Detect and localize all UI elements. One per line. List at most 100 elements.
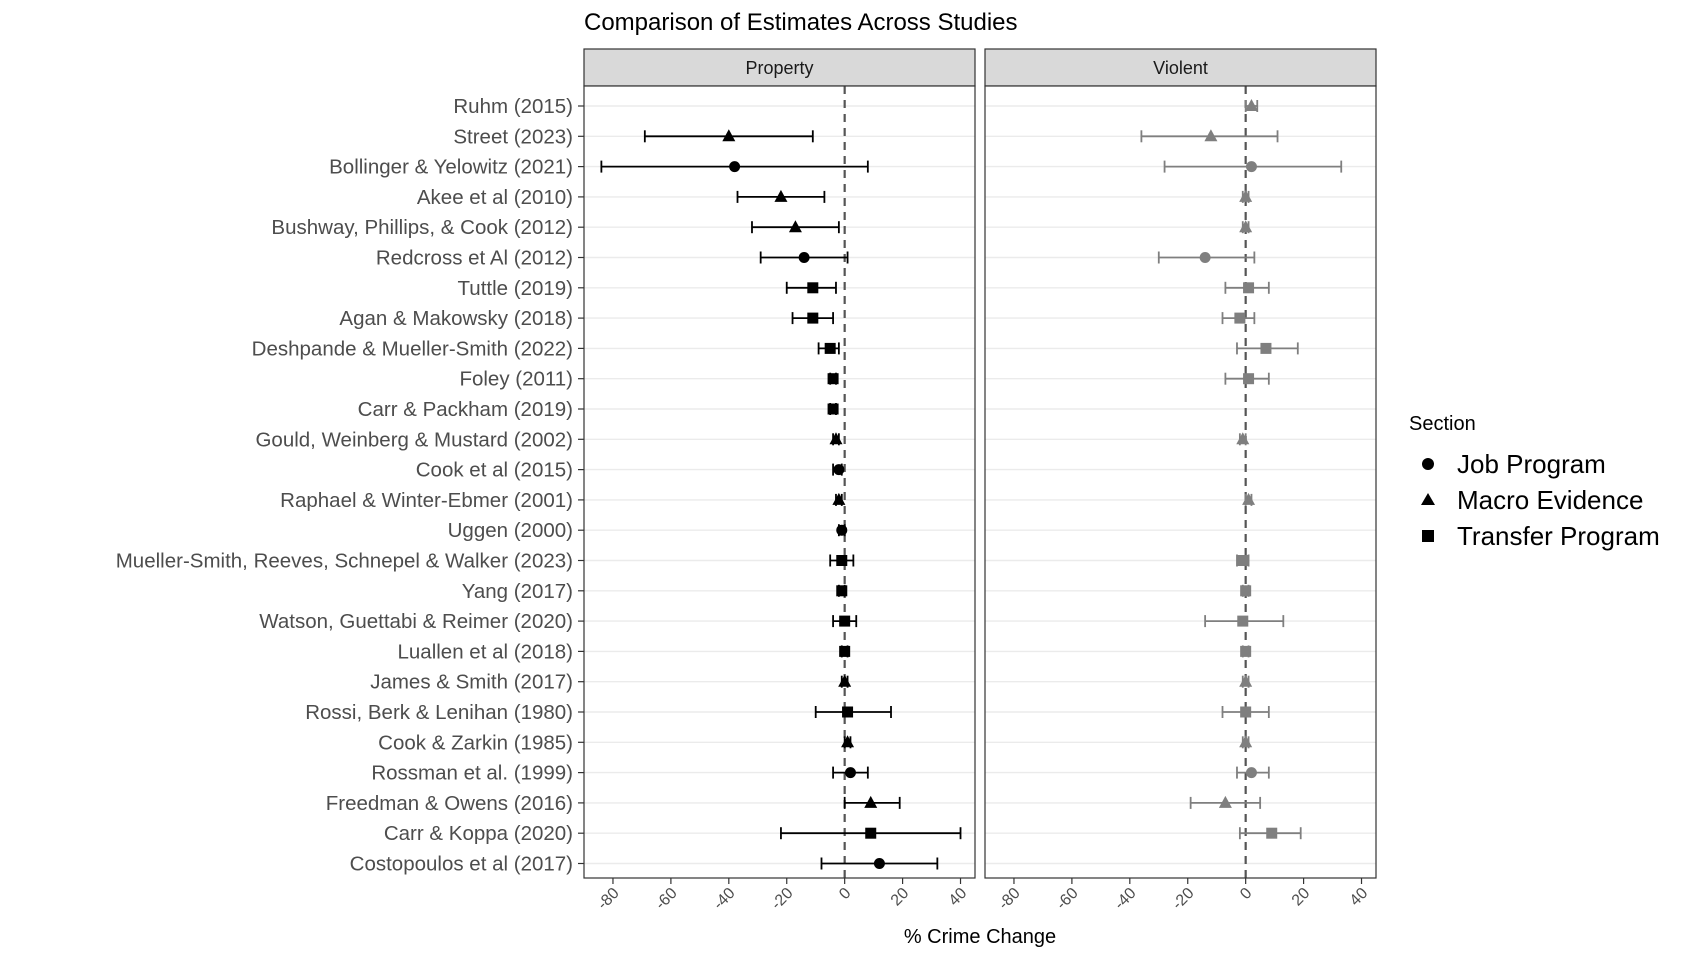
data-point [1243, 373, 1255, 385]
data-point [807, 312, 819, 324]
data-point [833, 464, 845, 476]
x-tick-label: 40 [1347, 885, 1372, 910]
x-tick-label: 20 [888, 885, 913, 910]
data-point [729, 161, 741, 173]
y-tick-label: Cook et al (2015) [416, 459, 573, 482]
y-tick-label: Agan & Makowsky (2018) [339, 307, 573, 330]
panel-background [985, 86, 1376, 878]
data-point [1236, 432, 1250, 445]
x-tick-label: -20 [768, 885, 796, 913]
y-tick-label: Bushway, Phillips, & Cook (2012) [271, 216, 573, 239]
x-tick-label: -40 [1111, 885, 1139, 913]
data-point [1240, 645, 1252, 657]
y-tick-label: Rossman et al. (1999) [371, 762, 573, 785]
legend-label: Job Program [1457, 449, 1606, 479]
data-point [1260, 342, 1272, 354]
y-tick-label: Redcross et Al (2012) [376, 247, 573, 270]
facet-label: Property [745, 58, 813, 78]
y-tick-label: Rossi, Berk & Lenihan (1980) [305, 701, 573, 724]
facet-label: Violent [1153, 58, 1208, 78]
y-axis: Ruhm (2015) Street (2023) Bollinger & Yelo… [116, 95, 584, 876]
data-point [836, 555, 848, 566]
x-tick-label: 0 [836, 885, 854, 903]
data-point [841, 735, 855, 748]
data-point [807, 282, 819, 294]
y-tick-label: Bollinger & Yelowitz (2021) [329, 156, 573, 179]
data-point [829, 432, 843, 445]
data-point [832, 492, 846, 505]
facet-panel-violent: Violent -80 -60 -40 -20 0 20 40 [984, 48, 1377, 913]
data-point [1239, 189, 1253, 202]
data-point [1245, 161, 1257, 173]
data-point [873, 858, 885, 869]
data-point [824, 342, 836, 354]
x-tick-label: -60 [652, 885, 680, 913]
legend-key [1422, 458, 1434, 470]
legend-key [1422, 530, 1434, 542]
legend-label: Transfer Program [1457, 521, 1660, 551]
data-point [1242, 492, 1256, 505]
data-point [788, 220, 802, 233]
data-point [836, 524, 848, 536]
data-point [836, 585, 848, 597]
panel-background [584, 86, 975, 878]
y-tick-label: Foley (2011) [459, 368, 573, 391]
data-point [774, 189, 788, 202]
data-point [722, 129, 736, 142]
x-tick-label: 40 [946, 885, 971, 910]
x-tick-label: -40 [710, 885, 738, 913]
x-axis-title: % Crime Change [904, 926, 1056, 948]
facet-strip-violent [984, 48, 1377, 87]
data-point [844, 767, 856, 779]
y-tick-label: Watson, Guettabi & Reimer (2020) [259, 610, 573, 633]
y-tick-label: Deshpande & Mueller-Smith (2022) [252, 337, 573, 360]
data-point [1237, 555, 1249, 566]
y-tick-label: Yang (2017) [462, 580, 573, 603]
y-tick-label: Luallen et al (2018) [397, 640, 573, 663]
y-tick-label: Carr & Koppa (2020) [384, 822, 573, 845]
data-point [1204, 129, 1218, 142]
x-tick-label: -60 [1053, 885, 1081, 913]
chart-title: Comparison of Estimates Across Studies [584, 9, 1018, 36]
y-tick-label: Akee et al (2010) [417, 186, 573, 209]
x-tick-label: 0 [1237, 885, 1255, 903]
facet-panel-property: Property -80 -60 -40 -20 0 20 40 [583, 48, 976, 913]
data-point [1234, 312, 1246, 324]
x-tick-label: 20 [1289, 885, 1314, 910]
legend-key [1421, 493, 1435, 505]
data-point [1237, 615, 1249, 627]
y-tick-label: Cook & Zarkin (1985) [378, 731, 573, 754]
y-tick-label: Tuttle (2019) [458, 277, 573, 300]
data-point [1218, 795, 1232, 808]
x-tick-label: -20 [1169, 885, 1197, 913]
y-tick-label: James & Smith (2017) [370, 671, 573, 694]
data-point [827, 373, 839, 385]
y-tick-label: Freedman & Owens (2016) [326, 792, 573, 815]
data-point [1243, 282, 1255, 294]
data-point [1240, 585, 1252, 597]
data-point [1245, 767, 1257, 779]
legend-title: Section [1409, 413, 1476, 435]
data-point [798, 252, 810, 263]
y-tick-label: Raphael & Winter-Ebmer (2001) [280, 489, 573, 512]
data-point [1239, 220, 1253, 233]
y-tick-label: Costopoulos et al (2017) [350, 853, 573, 876]
data-point [864, 795, 878, 808]
y-tick-label: Ruhm (2015) [453, 95, 573, 118]
legend: Section Job Program Macro Evidence Transfer… [1409, 413, 1660, 551]
facet-strip-property [583, 48, 976, 87]
data-point [1244, 99, 1258, 111]
y-tick-label: Uggen (2000) [448, 519, 573, 542]
panel-border [984, 85, 1377, 879]
y-tick-label: Street (2023) [453, 125, 573, 148]
data-point [1239, 735, 1253, 748]
data-point [827, 403, 839, 415]
data-point [1266, 827, 1278, 839]
x-tick-label: -80 [594, 885, 622, 913]
y-tick-label: Mueller-Smith, Reeves, Schnepel & Walker… [116, 550, 573, 573]
x-tick-label: -80 [995, 885, 1023, 913]
legend-label: Macro Evidence [1457, 485, 1643, 515]
data-point [1239, 674, 1253, 687]
